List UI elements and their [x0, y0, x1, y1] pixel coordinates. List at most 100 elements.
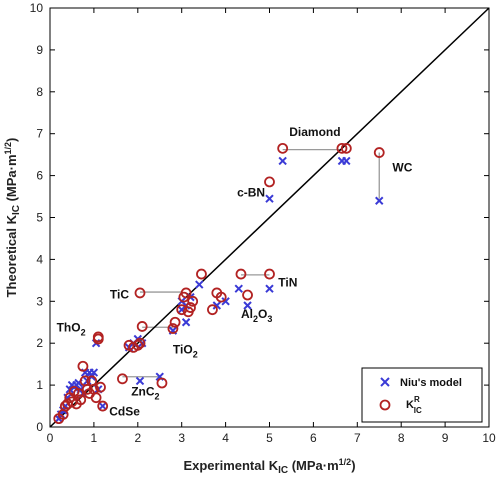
y-tick-label: 10: [30, 1, 44, 15]
niu-model-point: [342, 156, 351, 166]
annotation-label: CdSe: [109, 405, 140, 419]
x-axis-ticks: 0 1 2 3 4 5 6 7 8 9 10: [47, 8, 496, 445]
annotation-label: ZnC2: [131, 385, 159, 402]
x-tick-label: 3: [178, 431, 185, 445]
kicr-point: [77, 360, 89, 372]
y-tick-label: 0: [36, 420, 43, 434]
y-axis-label-unit: (MPa·m: [4, 154, 19, 205]
kicr-point: [132, 339, 144, 351]
legend-kicr-sup: R: [414, 395, 420, 404]
kicr-point: [136, 321, 148, 332]
x-axis-label-unit-sup: 1/2: [339, 457, 352, 467]
x-tick-label: 6: [310, 431, 317, 445]
y-tick-label: 6: [36, 169, 43, 183]
legend: Niu's model KR IC: [361, 367, 483, 423]
y-axis-ticks: 0 1 2 3 4 5 6 7 8 9 10: [30, 1, 489, 434]
kicr-point: [242, 289, 253, 301]
legend-niu-label: Niu's model: [400, 377, 462, 389]
material-annotations: Diamond c-BN WC TiN TiC Al2O3 ThO2 TiO2 ZnC2 CdSe: [57, 125, 413, 419]
x-tick-label: 0: [47, 431, 54, 445]
x-tick-label: 1: [91, 431, 98, 445]
legend-kicr-marker: [379, 399, 391, 411]
y-axis-label-main: Theoretical K: [4, 214, 19, 297]
annotation-label: c-BN: [237, 186, 265, 200]
data-points: [53, 142, 385, 425]
legend-kicr-sub: IC: [414, 406, 422, 415]
kicr-point: [215, 291, 227, 303]
kicr-point: [373, 147, 385, 158]
legend-box: [361, 367, 483, 423]
kicr-point: [167, 323, 179, 334]
niu-model-point: [89, 368, 99, 377]
legend-niu-marker: [380, 377, 390, 387]
y-axis-label-unit-close: ): [4, 138, 19, 142]
x-axis-label-main: Experimental K: [183, 458, 278, 473]
y-tick-label: 3: [36, 294, 43, 308]
annotation-label: WC: [392, 160, 412, 174]
kicr-point: [95, 381, 106, 393]
kicr-point: [264, 176, 275, 188]
niu-model-point: [234, 284, 243, 293]
x-tick-label: 9: [442, 431, 449, 445]
x-axis-label-unit: (MPa·m: [288, 458, 339, 473]
kicr-point: [73, 388, 84, 399]
niu-model-point: [181, 318, 191, 327]
kicr-point: [235, 268, 247, 280]
x-tick-label: 10: [482, 431, 496, 445]
kicr-point: [264, 268, 275, 280]
kicr-point: [75, 394, 87, 406]
x-axis-label: Experimental KIC (MPa·m1/2): [183, 457, 355, 476]
kicr-point: [207, 304, 218, 316]
niu-model-point: [243, 301, 252, 310]
annotation-label: TiO2: [173, 343, 198, 360]
annotation-label: ThO2: [57, 320, 86, 337]
kicr-point: [92, 333, 104, 345]
y-tick-label: 5: [36, 211, 43, 225]
legend-kicr-label: KR IC: [406, 395, 422, 415]
kicr-point: [277, 142, 289, 154]
kicr-point: [156, 377, 168, 389]
niu-model-point: [54, 414, 63, 423]
kicr-point: [134, 287, 146, 299]
y-tick-label: 9: [36, 43, 43, 57]
y-axis-label: Theoretical KIC (MPa·m1/2): [3, 138, 22, 298]
y-tick-label: 8: [36, 85, 43, 99]
niu-model-point: [195, 280, 204, 289]
y-tick-label: 4: [36, 252, 43, 266]
niu-model-point: [265, 194, 274, 203]
kicr-point: [336, 142, 348, 154]
x-tick-label: 8: [398, 431, 405, 445]
niu-model-point: [265, 284, 274, 293]
annotation-label: Diamond: [289, 125, 340, 139]
y-axis-label-sub: IC: [11, 205, 22, 215]
kicr-point: [180, 287, 192, 299]
y-tick-label: 2: [36, 336, 43, 350]
niu-model-point: [221, 297, 230, 306]
kicr-point: [97, 400, 109, 412]
y-axis-label-unit-sup: 1/2: [3, 142, 13, 155]
y-tick-label: 7: [36, 127, 43, 141]
x-axis-label-unit-close: ): [351, 458, 355, 473]
y-tick-label: 1: [36, 378, 43, 392]
kicr-point: [134, 337, 146, 349]
annotation-label: Al2O3: [241, 307, 272, 324]
kicr-point: [185, 302, 196, 313]
kicr-point: [196, 268, 207, 280]
kicr-point: [169, 316, 181, 328]
x-tick-label: 7: [354, 431, 361, 445]
niu-model-point: [278, 156, 287, 166]
kicr-point: [117, 373, 128, 385]
reference-line-y-equals-x: [49, 7, 490, 428]
niu-model-point: [212, 301, 222, 310]
niu-model-point: [135, 376, 145, 386]
kicr-point: [187, 295, 199, 307]
annotation-label: TiN: [278, 276, 297, 290]
kicr-point: [90, 392, 102, 404]
x-axis-label-sub: IC: [278, 465, 288, 476]
legend-kicr-main: K: [406, 399, 414, 411]
x-tick-label: 5: [266, 431, 273, 445]
niu-model-point: [98, 401, 107, 411]
x-tick-label: 4: [222, 431, 229, 445]
niu-model-point: [375, 196, 384, 205]
